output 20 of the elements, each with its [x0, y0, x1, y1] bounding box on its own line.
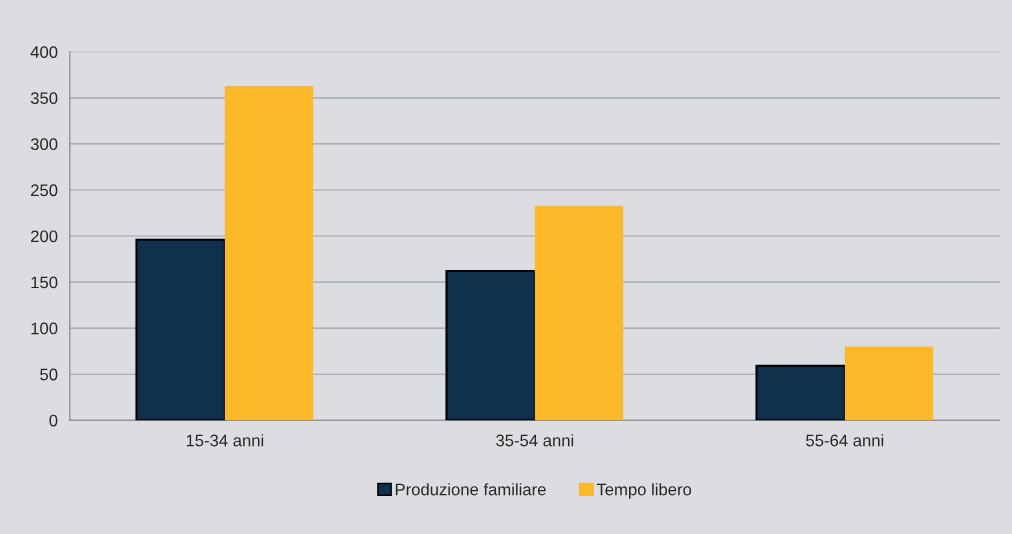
bar	[135, 238, 226, 421]
legend-label: Tempo libero	[596, 483, 692, 499]
y-tick-label: 250	[31, 184, 58, 197]
x-tick-label: 15-34 anni	[186, 434, 264, 447]
y-tick-label: 200	[31, 230, 58, 243]
bar	[844, 346, 934, 421]
y-tick-label: 400	[30, 46, 58, 58]
bar	[534, 205, 624, 421]
x-tick-label: 55-64 anni	[806, 434, 884, 447]
y-tick-label: 50	[40, 368, 58, 381]
bar	[445, 269, 536, 421]
legend-label: Produzione familiare	[395, 483, 546, 496]
bar	[224, 85, 314, 421]
y-tick-label: 100	[31, 322, 58, 335]
y-tick-label: 0	[49, 414, 58, 427]
y-tick-label: 150	[31, 276, 58, 289]
x-tick-label: 35-54 anni	[496, 434, 574, 447]
bar	[755, 364, 846, 421]
y-tick-label: 300	[30, 138, 58, 151]
y-tick-label: 350	[30, 92, 58, 105]
